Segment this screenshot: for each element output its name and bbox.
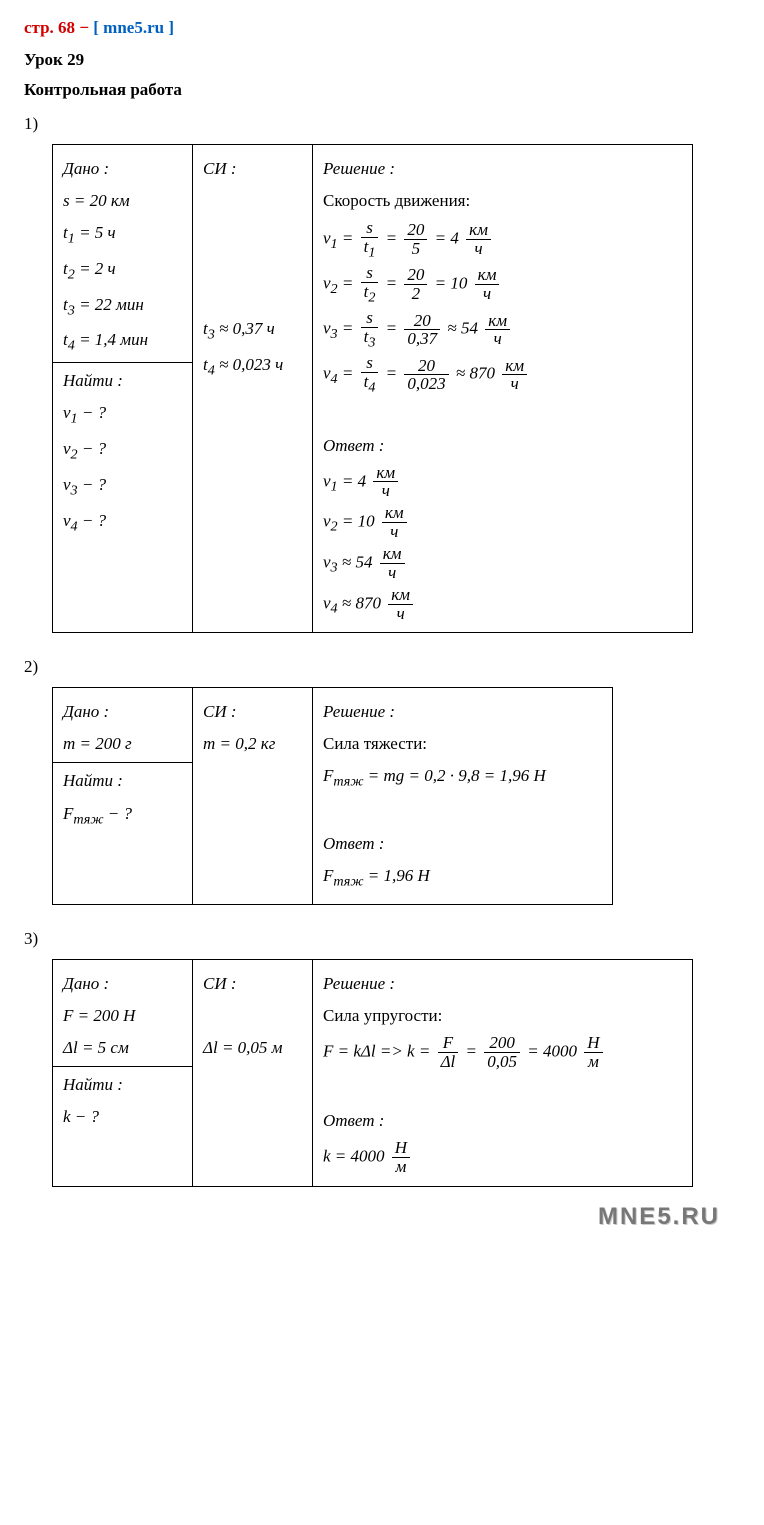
data-line: m = 0,2 кг (203, 730, 302, 758)
data-line: t2 = 2 ч (63, 255, 182, 287)
answer-header: Ответ : (323, 1107, 682, 1135)
data-line: t4 ≈ 0,023 ч (203, 351, 302, 383)
given-header: Дано : (63, 698, 182, 726)
problem-1-table: Дано : s = 20 км t1 = 5 ч t2 = 2 ч t3 = 22 … (52, 144, 693, 633)
header-dash: − (75, 18, 93, 37)
answer-line: v3 ≈ 54 кмч (323, 545, 682, 582)
data-line: t1 = 5 ч (63, 219, 182, 251)
given-find-separator (53, 1066, 192, 1067)
solution-equation: v4 = st4 = 200,023 ≈ 870 кмч (323, 354, 682, 395)
data-line: s = 20 км (63, 187, 182, 215)
problem-3-solution: Решение : Сила упругости: F = kΔl => k =… (313, 960, 693, 1187)
solution-equation: F = kΔl => k = FΔl = 2000,05 = 4000 Нм (323, 1034, 682, 1071)
data-line: k − ? (63, 1103, 182, 1131)
problem-1-solution: Решение : Скорость движения: v1 = st1 = … (313, 145, 693, 633)
solution-equation: v3 = st3 = 200,37 ≈ 54 кмч (323, 309, 682, 350)
problem-3-si: СИ : Δl = 0,05 м (193, 960, 313, 1187)
data-line (203, 187, 302, 215)
given-find-separator (53, 362, 192, 363)
problem-2-si: СИ : m = 0,2 кг (193, 688, 313, 905)
subtitle: Контрольная работа (24, 80, 740, 100)
answer-line: k = 4000 Нм (323, 1139, 682, 1176)
site-name: [ mne5.ru ] (93, 18, 174, 37)
problem-2-table: Дано : m = 200 г Найти : Fтяж − ? СИ : m… (52, 687, 613, 905)
solution-subtitle: Сила тяжести: (323, 730, 602, 758)
data-line: v3 − ? (63, 471, 182, 503)
data-line: t3 ≈ 0,37 ч (203, 315, 302, 347)
problem-3-given: Дано : F = 200 Н Δl = 5 см Найти : k − ? (53, 960, 193, 1187)
data-line: m = 200 г (63, 730, 182, 758)
solution-equation: v2 = st2 = 202 = 10 кмч (323, 264, 682, 305)
page-header: стр. 68 − [ mne5.ru ] (24, 18, 740, 38)
solution-header: Решение : (323, 155, 682, 183)
find-header: Найти : (63, 767, 182, 795)
solution-subtitle: Сила упругости: (323, 1002, 682, 1030)
data-line: t3 = 22 мин (63, 291, 182, 323)
problem-1-given: Дано : s = 20 км t1 = 5 ч t2 = 2 ч t3 = 22 … (53, 145, 193, 633)
data-line: v1 − ? (63, 399, 182, 431)
given-find-separator (53, 762, 192, 763)
find-header: Найти : (63, 367, 182, 395)
si-header: СИ : (203, 698, 302, 726)
data-line (203, 1002, 302, 1030)
answer-header: Ответ : (323, 830, 602, 858)
problem-2-number: 2) (24, 657, 740, 677)
answer-header: Ответ : (323, 432, 682, 460)
data-line (203, 219, 302, 247)
solution-equation: Fтяж = mg = 0,2 · 9,8 = 1,96 Н (323, 762, 602, 794)
data-line: v4 − ? (63, 507, 182, 539)
si-header: СИ : (203, 155, 302, 183)
problem-2-given: Дано : m = 200 г Найти : Fтяж − ? (53, 688, 193, 905)
find-header: Найти : (63, 1071, 182, 1099)
data-line: Δl = 5 см (63, 1034, 182, 1062)
solution-header: Решение : (323, 698, 602, 726)
answer-line: v1 = 4 кмч (323, 464, 682, 501)
problem-2-solution: Решение : Сила тяжести: Fтяж = mg = 0,2 … (313, 688, 613, 905)
page-number: стр. 68 (24, 18, 75, 37)
solution-equation: v1 = st1 = 205 = 4 кмч (323, 219, 682, 260)
data-line (203, 251, 302, 279)
data-line: v2 − ? (63, 435, 182, 467)
data-line: Δl = 0,05 м (203, 1034, 302, 1062)
lesson-title: Урок 29 (24, 50, 740, 70)
answer-line: Fтяж = 1,96 Н (323, 862, 602, 894)
given-header: Дано : (63, 970, 182, 998)
problem-3-table: Дано : F = 200 НΔl = 5 см Найти : k − ? … (52, 959, 693, 1187)
solution-subtitle: Скорость движения: (323, 187, 682, 215)
data-line (203, 283, 302, 311)
data-line: Fтяж − ? (63, 800, 182, 832)
footer-logo: MNE5.RU (24, 1187, 740, 1235)
answer-line: v2 = 10 кмч (323, 504, 682, 541)
data-line: t4 = 1,4 мин (63, 326, 182, 358)
si-header: СИ : (203, 970, 302, 998)
problem-1-si: СИ : t3 ≈ 0,37 ч t4 ≈ 0,023 ч (193, 145, 313, 633)
data-line: F = 200 Н (63, 1002, 182, 1030)
answer-line: v4 ≈ 870 кмч (323, 586, 682, 623)
given-header: Дано : (63, 155, 182, 183)
solution-header: Решение : (323, 970, 682, 998)
problem-1-number: 1) (24, 114, 740, 134)
problem-3-number: 3) (24, 929, 740, 949)
